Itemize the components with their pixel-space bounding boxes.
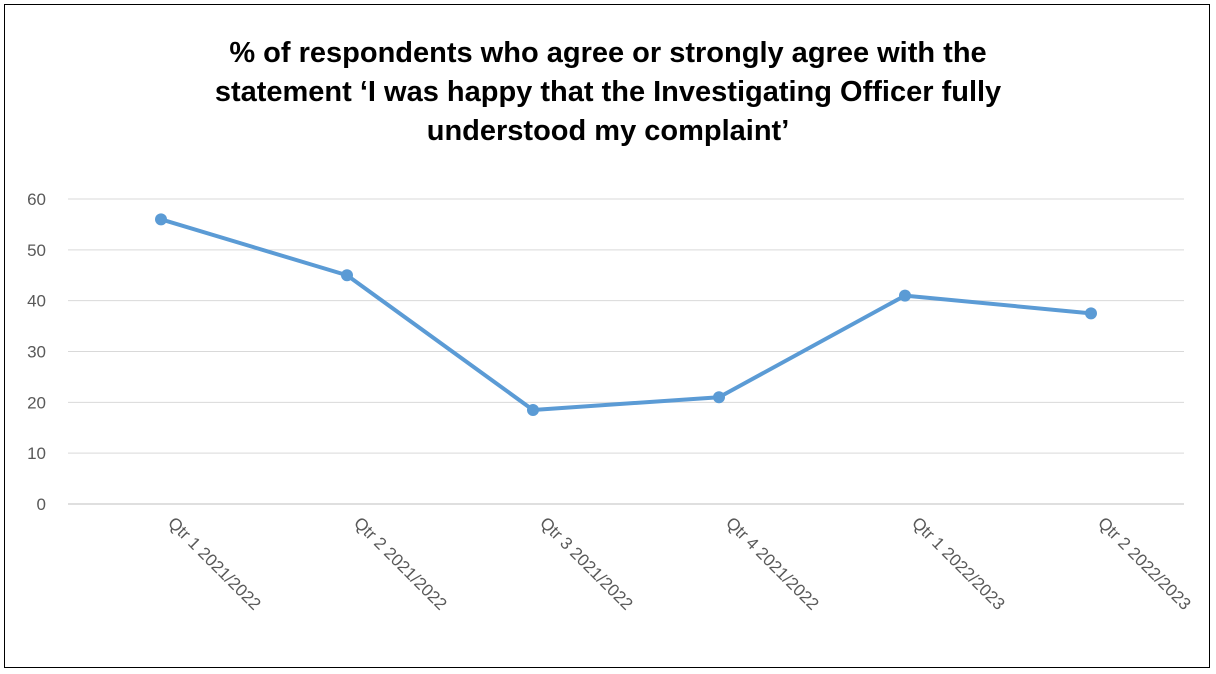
chart-title-line-2: statement ‘I was happy that the Investig… [214,76,1002,108]
data-point [155,213,167,226]
y-tick-label: 10 [27,444,46,463]
chart-title: % of respondents who agree or strongly a… [0,34,1216,151]
data-point [527,403,539,416]
y-tick-label: 20 [27,393,46,412]
x-tick-label: Qtr 2 2022/2023 [1094,513,1194,613]
y-tick-label: 60 [27,190,46,209]
y-tick-label: 0 [37,495,46,514]
x-tick-label: Qtr 2 2021/2022 [350,513,450,613]
x-tick-label: Qtr 1 2021/2022 [164,513,264,613]
x-tick-label: Qtr 3 2021/2022 [536,513,636,613]
data-point [713,391,725,404]
y-tick-label: 50 [27,241,46,260]
x-tick-label: Qtr 4 2021/2022 [722,513,822,613]
y-tick-label: 40 [27,292,46,311]
data-point [899,289,911,302]
data-point [341,269,353,282]
y-tick-label: 30 [27,343,46,362]
data-point [1085,307,1097,320]
x-tick-label: Qtr 1 2022/2023 [908,513,1008,613]
chart-title-line-1: % of respondents who agree or strongly a… [229,37,987,69]
series-line [159,217,1093,412]
chart-title-line-3: understood my complaint’ [426,115,790,147]
chart-frame [4,4,1210,668]
